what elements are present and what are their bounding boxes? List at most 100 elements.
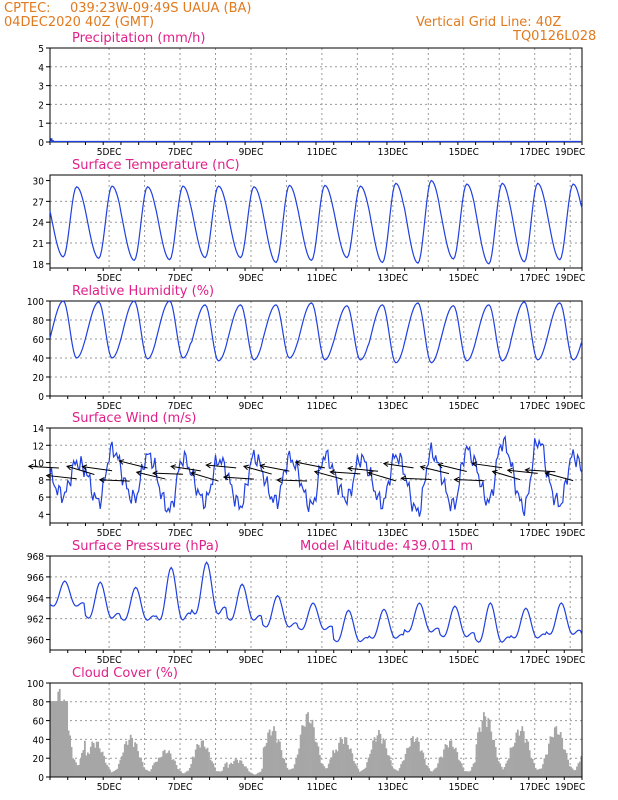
cloud-bar bbox=[434, 768, 436, 777]
cloud-bar bbox=[469, 770, 472, 777]
x-tick-label: 15DEC bbox=[449, 273, 479, 284]
cloud-bar bbox=[245, 766, 247, 777]
cloud-bar bbox=[536, 769, 538, 777]
cloud-bar bbox=[286, 767, 289, 777]
cloud-bar bbox=[332, 750, 335, 777]
cloud-bar bbox=[494, 747, 497, 777]
x-tick-label: 7DEC bbox=[168, 147, 193, 158]
cloud-bar bbox=[472, 763, 475, 777]
cloud-bar bbox=[233, 760, 236, 777]
cloud-bar bbox=[537, 769, 540, 777]
cloud-bar bbox=[474, 762, 476, 777]
cloud-bar bbox=[481, 720, 484, 777]
cloud-bar bbox=[112, 771, 114, 777]
wind-arrow-head bbox=[544, 471, 551, 477]
x-tick-label: 9DEC bbox=[239, 273, 264, 284]
cloud-bar bbox=[568, 766, 571, 777]
cloud-bar bbox=[191, 756, 194, 777]
cloud-bar bbox=[444, 744, 447, 777]
cloud-bar bbox=[449, 740, 451, 777]
x-tick-label: 19DEC bbox=[555, 273, 585, 284]
cloud-bar bbox=[141, 761, 144, 777]
cloud-bar bbox=[256, 773, 259, 777]
wind-arrow-head bbox=[471, 461, 478, 467]
cloud-bar bbox=[451, 746, 454, 777]
cloud-bar bbox=[341, 738, 343, 777]
wind-arrow-head bbox=[367, 471, 374, 477]
cloud-bar bbox=[425, 764, 428, 777]
cloud-bar bbox=[330, 757, 333, 777]
wind-arrow bbox=[368, 472, 396, 482]
cloud-bar bbox=[143, 767, 145, 777]
cloud-bar bbox=[55, 701, 58, 777]
cloud-bar bbox=[262, 747, 265, 777]
cloud-bar bbox=[410, 737, 413, 777]
cloud-bar bbox=[355, 765, 358, 777]
x-tick-label: 13DEC bbox=[378, 401, 408, 412]
cloud-bar bbox=[548, 743, 550, 777]
cloud-bar bbox=[250, 773, 253, 777]
x-tick-label: 9DEC bbox=[239, 147, 264, 158]
cloud-bar bbox=[509, 747, 512, 777]
cloud-bar bbox=[429, 770, 432, 777]
cloud-bar bbox=[279, 741, 281, 777]
cloud-bar bbox=[126, 744, 129, 777]
cloud-bar bbox=[293, 764, 296, 777]
cloud-bar bbox=[107, 766, 110, 777]
cloud-bar bbox=[100, 752, 103, 777]
cloud-bar bbox=[514, 742, 516, 777]
cloud-bar bbox=[403, 760, 405, 777]
wind-arrow bbox=[438, 464, 467, 472]
x-tick-label: 9DEC bbox=[239, 528, 264, 539]
cloud-bar bbox=[515, 732, 518, 777]
cloud-bar bbox=[283, 758, 286, 777]
cloud-bar bbox=[323, 766, 326, 777]
x-tick-label: 11DEC bbox=[307, 528, 337, 539]
cloud-bar bbox=[224, 763, 227, 777]
cloud-bar bbox=[321, 764, 324, 777]
cloud-bar bbox=[426, 765, 429, 777]
cloud-bar bbox=[419, 751, 422, 777]
plot-frame bbox=[49, 427, 583, 524]
wind-arrow bbox=[99, 479, 130, 482]
cloud-bar bbox=[412, 736, 414, 777]
cloud-bar bbox=[149, 771, 151, 777]
cloud-bar bbox=[221, 770, 224, 777]
cloud-bar bbox=[357, 768, 360, 777]
cloud-bar bbox=[521, 726, 524, 777]
cloud-bar bbox=[549, 736, 552, 777]
cloud-bar bbox=[216, 771, 219, 777]
x-tick-label: 17DEC bbox=[520, 147, 550, 158]
wind-arrow bbox=[348, 467, 379, 472]
cloud-bar bbox=[81, 752, 83, 777]
cloud-bar bbox=[305, 714, 308, 777]
cloud-bar bbox=[524, 742, 527, 777]
x-tick-label: 13DEC bbox=[378, 147, 408, 158]
cloud-bar bbox=[284, 762, 287, 777]
cloud-bar bbox=[194, 749, 197, 777]
y-tick-label: 3 bbox=[38, 82, 44, 93]
cloud-bar bbox=[183, 773, 185, 777]
cloud-bar bbox=[131, 737, 134, 777]
wind-arrow-head bbox=[419, 464, 426, 471]
x-tick-label: 17DEC bbox=[520, 273, 550, 284]
wind-arrow-head bbox=[524, 467, 531, 473]
y-tick-label: 960 bbox=[27, 636, 44, 647]
cloud-bar bbox=[367, 757, 370, 777]
cloud-bar bbox=[435, 767, 438, 777]
x-tick-label: 5DEC bbox=[97, 782, 122, 793]
cloud-bar bbox=[98, 748, 101, 777]
cloud-bar bbox=[381, 743, 383, 777]
cloud-bar bbox=[531, 758, 534, 777]
wind-arrow bbox=[136, 471, 166, 480]
x-tick-label: 15DEC bbox=[449, 528, 479, 539]
y-tick-label: 966 bbox=[27, 573, 44, 584]
wind-arrow-head bbox=[190, 471, 197, 477]
y-tick-label: 1 bbox=[38, 119, 44, 130]
cloud-bar bbox=[298, 748, 301, 777]
cloud-bar bbox=[73, 759, 76, 777]
cloud-bar bbox=[372, 740, 374, 777]
cloud-bar bbox=[316, 742, 318, 777]
cloud-bar bbox=[202, 740, 204, 777]
